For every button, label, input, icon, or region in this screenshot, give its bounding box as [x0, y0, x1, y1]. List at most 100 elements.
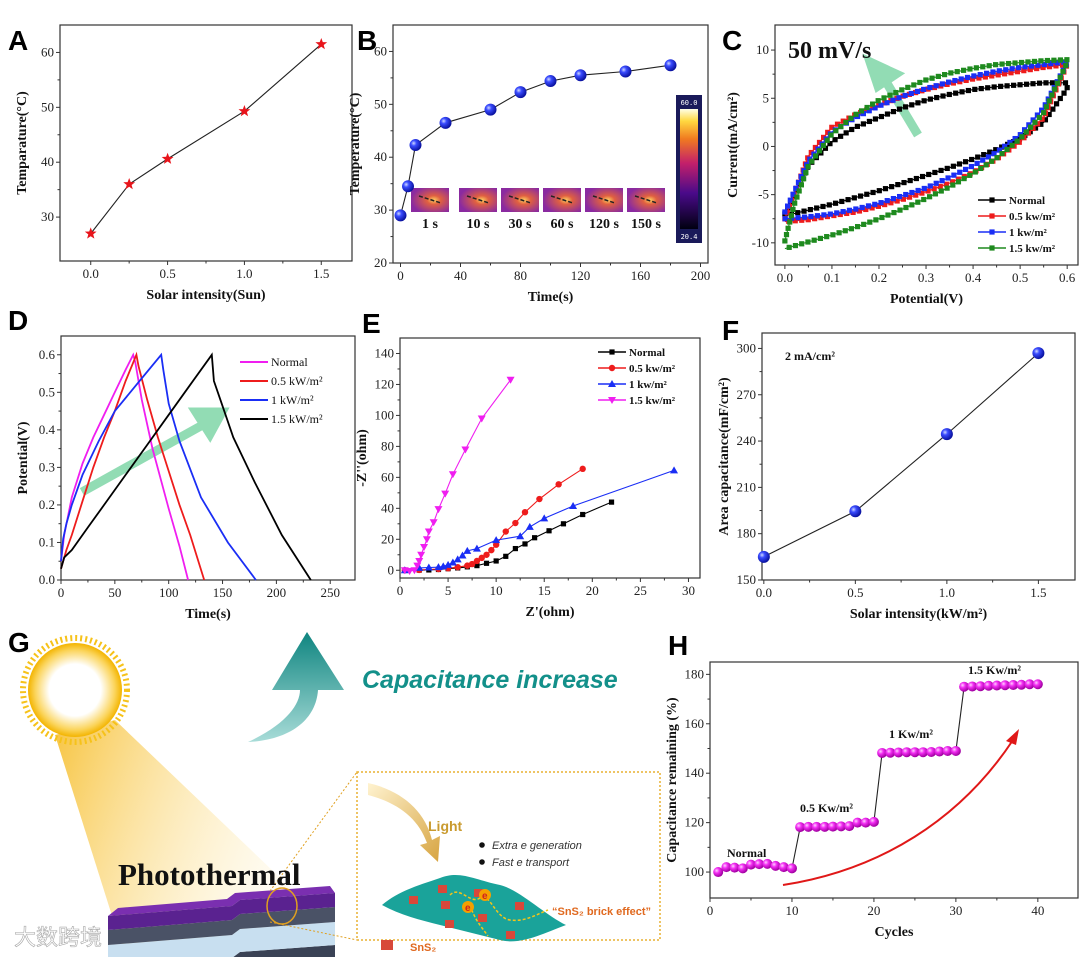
trend-arrow-icon — [782, 739, 1014, 886]
x-axis-label: Solar intensity(kW/m²) — [850, 607, 988, 622]
thermal-time-label: 60 s — [551, 217, 575, 232]
data-point — [795, 822, 806, 833]
y-axis-label: Area capacitance(mF/cm²) — [717, 377, 732, 536]
data-point — [955, 179, 962, 185]
electrode-device-group — [108, 886, 335, 957]
thermal-image — [543, 188, 581, 212]
data-point — [812, 144, 818, 151]
data-point — [409, 139, 422, 152]
data-point — [803, 170, 809, 176]
data-point — [836, 821, 847, 832]
data-point — [821, 134, 827, 141]
data-point — [934, 746, 945, 757]
data-point — [1041, 110, 1047, 116]
data-point — [917, 79, 923, 86]
data-point — [941, 72, 948, 78]
data-point — [579, 465, 586, 473]
data-point — [824, 234, 830, 240]
data-point — [1027, 124, 1034, 130]
data-point — [1016, 679, 1027, 690]
legend: Normal 0.5 kW/m² 1 kW/m² 1.5 kW/m² — [240, 355, 323, 426]
data-point — [828, 132, 834, 138]
data-point — [940, 93, 946, 99]
data-point — [544, 75, 557, 88]
x-tick-label: 0.2 — [871, 270, 887, 285]
data-point — [1043, 104, 1050, 110]
data-point — [909, 189, 915, 196]
legend-item: 1.5 kw/m² — [598, 395, 676, 407]
bullet-extra-e: Extra e generation — [492, 840, 582, 852]
data-point — [985, 154, 991, 160]
y-tick-label: -5 — [758, 187, 769, 202]
data-point — [1061, 90, 1067, 96]
data-point — [429, 519, 438, 527]
data-point — [978, 85, 984, 92]
x-tick-label: 40 — [454, 268, 467, 283]
data-point — [895, 182, 901, 188]
y-tick-label: 0.3 — [39, 459, 55, 474]
data-point — [801, 214, 808, 220]
data-point — [927, 96, 933, 102]
data-point — [812, 216, 818, 222]
data-point — [861, 221, 867, 227]
data-point — [762, 858, 773, 869]
data-point — [1017, 82, 1023, 88]
data-point — [934, 94, 940, 101]
increase-arrow-icon — [248, 632, 344, 742]
data-point — [514, 86, 527, 99]
data-point — [954, 69, 960, 75]
data-point — [1018, 59, 1025, 66]
data-point — [619, 65, 632, 78]
data-point — [424, 528, 433, 536]
data-point — [944, 165, 950, 172]
data-point — [926, 746, 937, 757]
x-tick-label: 0 — [397, 583, 404, 598]
data-point — [1046, 98, 1052, 104]
data-point — [867, 219, 873, 225]
data-point — [945, 175, 951, 181]
zoom-line — [269, 921, 358, 941]
thermal-time-label: 10 s — [467, 217, 491, 232]
data-point — [961, 175, 967, 182]
data-point — [866, 118, 873, 125]
data-point — [896, 106, 903, 112]
data-point — [977, 72, 983, 78]
data-point — [410, 567, 419, 575]
data-point — [782, 209, 788, 215]
data-point — [1021, 68, 1027, 74]
data-point — [948, 70, 954, 76]
data-point — [921, 86, 927, 93]
data-point — [516, 532, 525, 540]
data-point — [818, 215, 824, 221]
thermal-image — [627, 188, 665, 212]
y-tick-label: 50 — [374, 96, 387, 111]
data-point — [950, 745, 961, 756]
data-point — [488, 546, 495, 554]
data-point — [845, 197, 851, 203]
data-point — [1008, 70, 1014, 76]
data-point — [803, 821, 814, 832]
data-point — [472, 544, 481, 552]
data-point — [424, 563, 433, 571]
data-point — [875, 203, 882, 209]
data-point — [795, 179, 802, 186]
data-point — [1034, 65, 1040, 72]
data-point — [864, 191, 870, 197]
x-tick-label: 150 — [213, 585, 233, 600]
data-point — [1051, 57, 1057, 63]
data-point — [945, 79, 952, 85]
trend-arrow-icon — [79, 407, 230, 496]
legend-label: 0.5 kw/m² — [629, 363, 676, 375]
data-point — [918, 747, 929, 758]
data-point — [820, 142, 826, 149]
data-point — [996, 68, 1002, 74]
data-point — [664, 59, 677, 72]
data-point — [1039, 116, 1045, 122]
data-point — [782, 213, 788, 219]
data-point — [826, 202, 832, 208]
panel-letter: A — [8, 25, 28, 56]
data-point — [870, 189, 876, 196]
series-normal — [60, 352, 189, 581]
data-point — [458, 551, 467, 559]
zoom-inset-box — [356, 771, 661, 941]
